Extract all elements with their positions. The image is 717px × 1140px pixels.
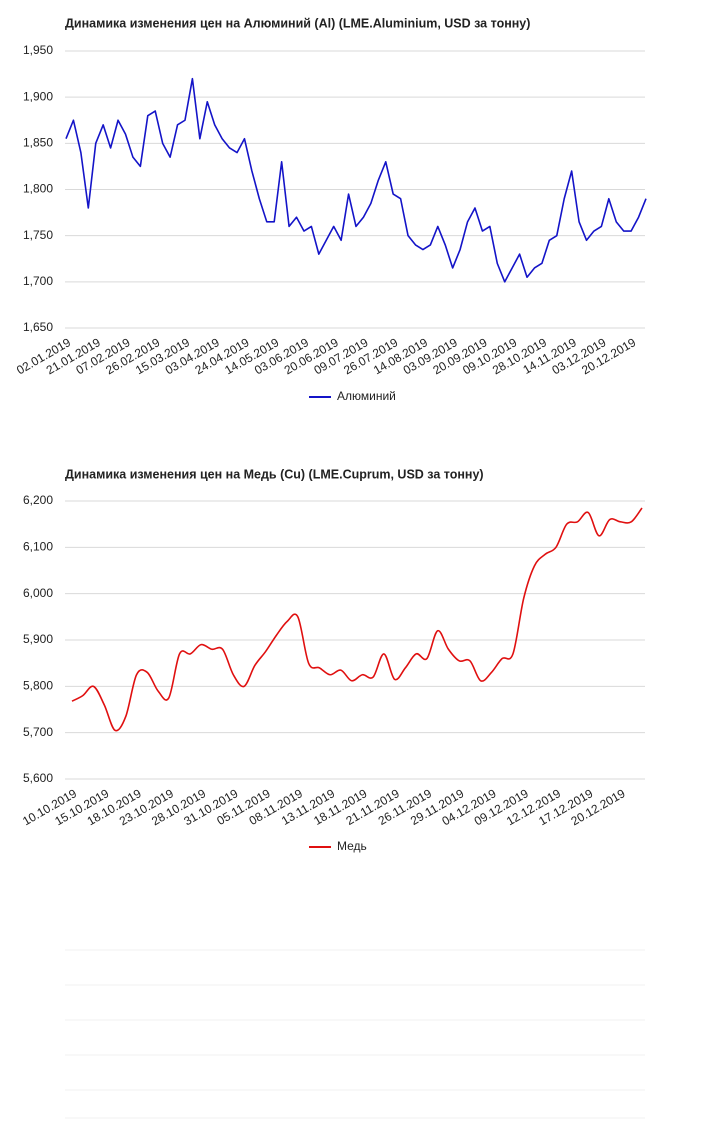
data-line — [71, 507, 643, 732]
chart-title: Динамика изменения цен на Медь (Cu) (LME… — [65, 467, 484, 481]
faded-chart — [65, 949, 645, 1119]
y-tick-label: 1,700 — [23, 274, 53, 288]
y-tick-label: 5,900 — [23, 632, 53, 646]
y-tick-label: 1,800 — [23, 182, 53, 196]
legend-label: Алюминий — [337, 389, 396, 403]
y-tick-label: 1,900 — [23, 89, 53, 103]
y-tick-label: 1,850 — [23, 136, 53, 150]
y-tick-label: 1,750 — [23, 228, 53, 242]
legend-label: Медь — [337, 839, 367, 853]
y-tick-label: 1,950 — [23, 43, 53, 57]
data-line — [65, 77, 647, 283]
chart-title: Динамика изменения цен на Алюминий (Al) … — [65, 16, 530, 30]
y-tick-label: 6,000 — [23, 586, 53, 600]
y-tick-label: 6,200 — [23, 493, 53, 507]
y-tick-label: 6,100 — [23, 540, 53, 554]
y-tick-label: 5,800 — [23, 679, 53, 693]
y-tick-label: 5,600 — [23, 771, 53, 785]
y-tick-label: 1,650 — [23, 320, 53, 334]
y-tick-label: 5,700 — [23, 725, 53, 739]
